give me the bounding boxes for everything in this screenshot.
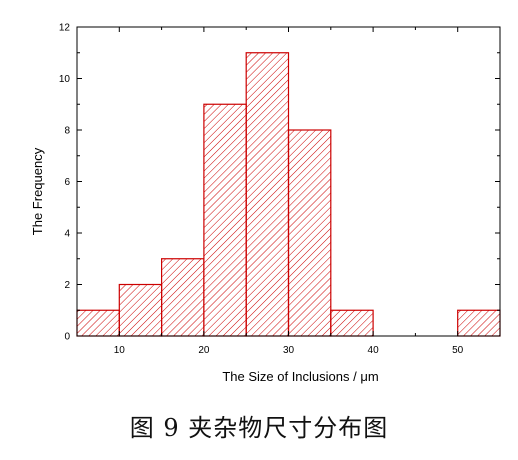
histogram-bar-1 [118, 283, 163, 337]
histogram-chart: 0 2 4 6 8 10 12 10 20 30 40 50 The Size of Inclusio… [30, 23, 501, 384]
x-tick-label: 10 [114, 345, 126, 356]
bars-layer [76, 52, 501, 337]
x-tick-label: 50 [452, 345, 464, 356]
y-tick-label: 10 [59, 74, 71, 85]
y-axis-label: The Frequency [30, 147, 45, 235]
y-tick-label: 12 [59, 23, 71, 34]
histogram-bar-6 [330, 309, 374, 337]
y-tick-label: 0 [64, 332, 70, 343]
y-tick-label: 2 [64, 280, 70, 291]
y-tick-label: 4 [64, 229, 70, 240]
ticks-layer: 0 2 4 6 8 10 12 10 20 30 40 50 [59, 23, 500, 356]
histogram-bar-3 [203, 103, 247, 337]
x-axis-label: The Size of Inclusions / μm [222, 369, 378, 384]
histogram-bar-2 [161, 258, 205, 337]
histogram-bar-5 [287, 129, 332, 337]
y-tick-label: 6 [64, 177, 70, 188]
figure-caption: 图 9 夹杂物尺寸分布图 [129, 414, 389, 442]
x-tick-label: 20 [198, 345, 210, 356]
histogram-bar-4 [245, 52, 290, 337]
histogram-bar-7 [457, 309, 501, 337]
histogram-bar-0 [76, 309, 120, 337]
y-tick-label: 8 [64, 126, 70, 137]
x-tick-label: 30 [283, 345, 295, 356]
x-tick-label: 40 [368, 345, 380, 356]
